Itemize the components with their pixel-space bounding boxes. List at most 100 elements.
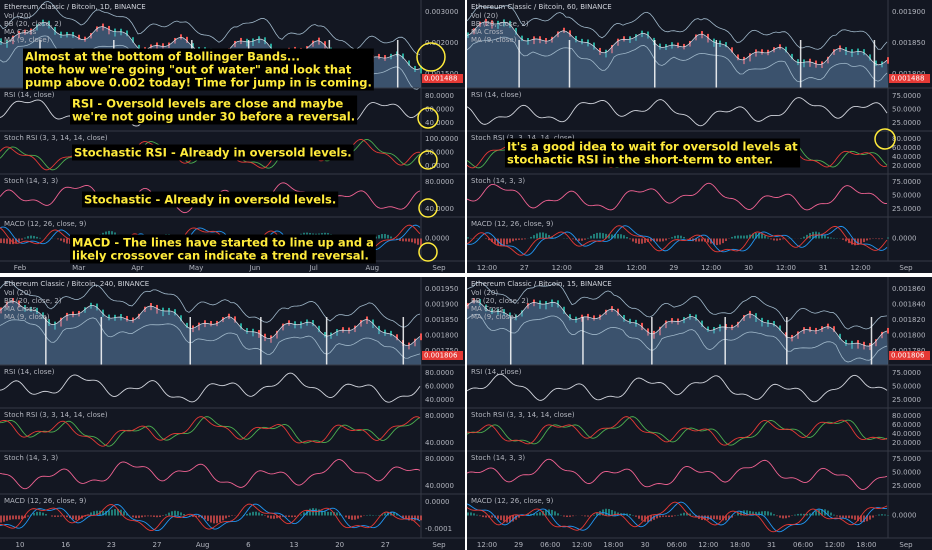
study-label: MA (9, close) — [471, 313, 517, 321]
macd-bar — [608, 509, 610, 516]
macd-bar — [93, 511, 95, 516]
macd-bar — [755, 232, 757, 239]
macd-bar — [653, 238, 655, 242]
macd-bar — [605, 233, 607, 239]
macd-bar — [557, 513, 559, 516]
macd-bar — [318, 509, 320, 516]
macd-bar — [521, 238, 523, 240]
macd-bar — [617, 234, 619, 239]
indicator-line — [466, 225, 888, 256]
candle — [761, 49, 763, 55]
macd-bar — [402, 238, 404, 242]
macd-bar — [126, 513, 128, 516]
indicator-line — [0, 372, 421, 403]
macd-bar — [695, 515, 697, 518]
x-tick-label: 28 — [595, 264, 604, 272]
indicator-line — [466, 416, 888, 446]
candle — [318, 325, 320, 333]
bb-lower — [0, 317, 421, 359]
macd-bar — [485, 515, 487, 518]
macd-bar — [713, 515, 715, 520]
macd-bar — [803, 513, 805, 516]
macd-bar — [255, 511, 257, 516]
indicator-tick: 75.0000 — [892, 92, 921, 100]
macd-bar — [476, 514, 478, 516]
study-label: Vol (20) — [471, 12, 498, 20]
annotation: Almost at the bottom of Bollinger Bands.… — [23, 48, 374, 91]
price-tag-bg — [889, 351, 930, 360]
x-tick-label: 10 — [16, 541, 25, 549]
indicator-tick: 25.0000 — [892, 482, 921, 490]
indicator-tick: 80.0000 — [425, 369, 454, 377]
macd-bar — [539, 512, 541, 516]
candle — [234, 316, 236, 323]
study-label: MA Cross — [4, 28, 37, 36]
study-label: BB (20, close, 2) — [4, 20, 62, 28]
price-tick: 0.001950 — [425, 285, 458, 293]
macd-bar — [770, 238, 772, 240]
candle — [180, 315, 182, 322]
macd-bar — [803, 236, 805, 239]
x-tick-label: May — [189, 264, 203, 272]
candle — [839, 333, 841, 340]
annotation: It's a good idea to wait for oversold le… — [505, 138, 801, 168]
macd-bar — [417, 515, 419, 521]
indicator-label: Stoch RSI (3, 3, 14, 14, close) — [4, 134, 108, 142]
macd-bar — [327, 511, 329, 516]
macd-bar — [39, 511, 41, 516]
macd-bar — [764, 235, 766, 239]
indicator-line — [0, 503, 421, 532]
indicator-tick: 80.0000 — [425, 412, 454, 420]
macd-bar — [506, 238, 508, 245]
macd-bar — [839, 515, 841, 518]
macd-bar — [24, 515, 26, 519]
macd-bar — [252, 511, 254, 516]
macd-bar — [384, 233, 386, 239]
candle — [420, 333, 422, 341]
macd-bar — [473, 513, 475, 516]
annotation-bg — [70, 95, 358, 125]
macd-bar — [884, 514, 886, 516]
macd-bar — [866, 515, 868, 522]
x-tick-label: 18:00 — [856, 541, 876, 549]
price-tag: 0.001806 — [891, 352, 925, 360]
macd-bar — [512, 515, 514, 522]
macd-bar — [405, 515, 407, 520]
macd-bar — [629, 238, 631, 240]
macd-bar — [375, 236, 377, 239]
candle — [737, 54, 739, 61]
study-label: BB (20, close, 2) — [471, 20, 529, 28]
candle — [246, 328, 248, 334]
annotation-bg — [23, 48, 374, 91]
bb-upper — [466, 281, 888, 330]
macd-bar — [881, 514, 883, 516]
macd-bar — [806, 234, 808, 239]
indicator-tick: 40.0000 — [425, 205, 454, 213]
macd-bar — [770, 512, 772, 516]
macd-bar — [198, 515, 200, 518]
macd-bar — [806, 513, 808, 516]
macd-bar — [752, 511, 754, 516]
macd-bar — [6, 238, 8, 244]
macd-bar — [758, 232, 760, 239]
candle — [809, 326, 811, 333]
candle — [378, 53, 380, 60]
macd-bar — [141, 515, 143, 518]
x-tick-label: 27 — [153, 541, 162, 549]
macd-bar — [740, 511, 742, 516]
macd-bar — [213, 515, 215, 524]
indicator-label: Stoch RSI (3, 3, 14, 14, close) — [471, 411, 575, 419]
indicator-line — [466, 97, 888, 127]
annotation-text: Stochastic RSI - Already in oversold lev… — [74, 146, 352, 160]
macd-bar — [797, 513, 799, 516]
macd-bar — [761, 233, 763, 239]
macd-bar — [470, 512, 472, 516]
macd-bar — [114, 509, 116, 516]
macd-bar — [752, 233, 754, 239]
price-tag: 0.001488 — [891, 75, 924, 83]
candle — [707, 326, 709, 332]
indicator-tick: 60.0000 — [425, 383, 454, 391]
x-tick-label: 30 — [744, 264, 753, 272]
macd-bar — [647, 515, 649, 523]
macd-bar — [815, 510, 817, 516]
